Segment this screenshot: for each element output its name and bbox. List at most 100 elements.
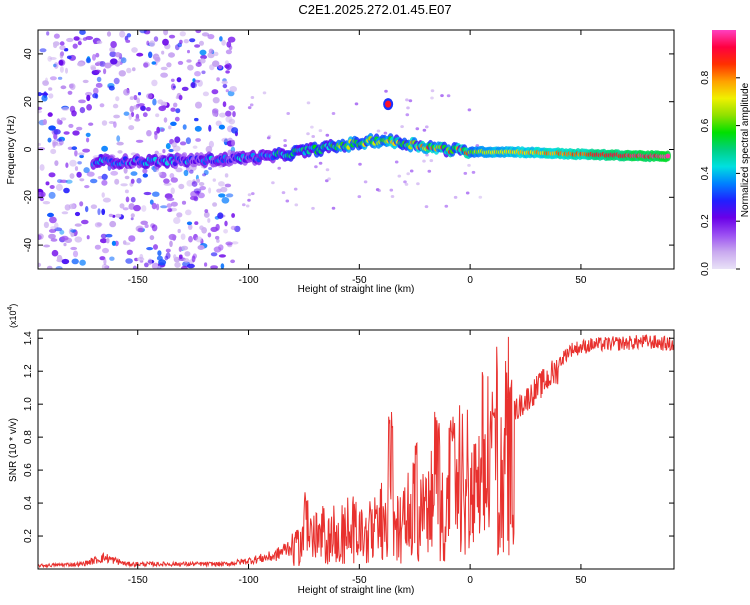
heatmap-noise-cell	[47, 212, 54, 218]
heatmap-noise-cell	[208, 187, 212, 194]
heatmap-noise-cell	[216, 188, 222, 193]
heatmap-noise-cell	[184, 251, 191, 257]
heatmap-noise-cell	[42, 119, 48, 125]
heatmap-noise-cell	[109, 220, 117, 228]
heatmap-noise-cell	[194, 117, 199, 122]
heatmap-noise-cell	[115, 52, 121, 58]
snr-y-tick-label: 0.8	[23, 430, 34, 444]
heatmap-noise-cell	[208, 140, 214, 148]
colorbar-ticks: 0.0 0.2 0.4 0.6 0.8	[700, 70, 740, 276]
heatmap-noise-cell	[181, 200, 187, 205]
heatmap-noise-cell	[39, 196, 45, 202]
heatmap-noise-cell	[38, 142, 41, 147]
heatmap-noise-cell	[63, 242, 67, 247]
heatmap-noise-cell	[231, 241, 239, 245]
heatmap-noise-cell	[406, 172, 411, 176]
heatmap-noise-cell	[122, 207, 129, 211]
heatmap-noise-cell	[74, 236, 83, 243]
heatmap-noise-cell	[130, 152, 137, 156]
heatmap-noise-cell	[199, 40, 204, 46]
heatmap-noise-cell	[408, 99, 413, 103]
heatmap-noise-cell	[186, 180, 194, 187]
heatmap-noise-cell	[48, 191, 56, 199]
heatmap-noise-cell	[94, 222, 102, 228]
heatmap-noise-cell	[86, 104, 92, 111]
heatmap-noise-cell	[90, 178, 98, 184]
heatmap-noise-cell	[183, 169, 189, 177]
heatmap-noise-cell	[74, 150, 78, 157]
heatmap-noise-cell	[101, 208, 106, 215]
heatmap-noise-cell	[115, 96, 120, 102]
heatmap-y-tick-label: 40	[23, 48, 34, 60]
heatmap-noise-cell	[126, 67, 132, 74]
heatmap-noise-cell	[170, 187, 175, 195]
heatmap-noise-cell	[403, 180, 407, 184]
heatmap-noise-cell	[173, 217, 181, 224]
heatmap-noise-cell	[186, 263, 195, 269]
heatmap-noise-cell	[204, 262, 208, 267]
heatmap-noise-cell	[199, 49, 207, 56]
heatmap-noise-cell	[151, 79, 158, 87]
heatmap-noise-cell	[146, 93, 153, 99]
heatmap-noise-cell	[128, 235, 136, 242]
heatmap-noise-cell	[389, 188, 394, 192]
heatmap-noise-cell	[72, 130, 80, 136]
heatmap-noise-cell	[177, 60, 184, 65]
heatmap-noise-cell	[57, 76, 63, 80]
heatmap-noise-cell	[94, 244, 101, 250]
heatmap-noise-cell	[266, 136, 271, 140]
heatmap-noise-cell	[145, 107, 151, 112]
heatmap-noise-cell	[77, 40, 82, 46]
heatmap-noise-cell	[394, 160, 399, 164]
heatmap-noise-cell	[422, 159, 426, 163]
heatmap-noise-cell	[383, 131, 388, 135]
heatmap-noise-cell	[160, 66, 168, 71]
snr-x-tick-label: -100	[239, 575, 259, 586]
heatmap-noise-cell	[134, 118, 141, 122]
heatmap-noise-cell	[306, 101, 311, 105]
heatmap-noise-cell	[56, 118, 61, 125]
heatmap-noise-cell	[74, 166, 79, 171]
heatmap-noise-cell	[72, 43, 78, 49]
heatmap-noise-cell	[119, 203, 125, 209]
heatmap-noise-cell	[168, 233, 177, 241]
heatmap-noise-cell	[60, 235, 69, 241]
heatmap-noise-cell	[189, 169, 194, 174]
heatmap-noise-cell	[157, 250, 162, 256]
heatmap-noise-cell	[247, 198, 251, 202]
heatmap-noise-cell	[221, 137, 230, 143]
heatmap-noise-cell	[126, 249, 133, 255]
heatmap-noise-cell	[129, 96, 134, 100]
heatmap-noise-cell	[212, 60, 220, 67]
heatmap-noise-cell	[149, 235, 155, 241]
heatmap-noise-cell	[71, 110, 77, 117]
heatmap-noise-cell	[202, 91, 209, 97]
heatmap-noise-cell	[191, 181, 198, 187]
heatmap-noise-cell	[160, 101, 168, 107]
heatmap-noise-cell	[174, 261, 181, 268]
heatmap-noise-cell	[55, 266, 63, 269]
heatmap-noise-cell	[137, 227, 144, 233]
heatmap-noise-cell	[48, 172, 56, 178]
heatmap-noise-cell	[48, 125, 56, 131]
heatmap-noise-cell	[405, 113, 410, 117]
heatmap-noise-cell	[212, 112, 218, 117]
heatmap-noise-cell	[120, 183, 128, 187]
heatmap-noise-cell	[129, 105, 134, 113]
heatmap-noise-cell	[70, 232, 75, 237]
heatmap-noise-cell	[130, 213, 135, 218]
heatmap-noise-cell	[179, 141, 187, 146]
heatmap-y-label: Frequency (Hz)	[6, 116, 17, 185]
heatmap-noise-cell	[262, 91, 267, 95]
heatmap-noise-cell	[49, 216, 57, 224]
heatmap-noise-cell	[467, 108, 472, 112]
heatmap-noise-cell	[111, 240, 116, 246]
heatmap-noise-cell	[224, 64, 230, 69]
heatmap-noise-cell	[136, 52, 144, 57]
heatmap-noise-cell	[68, 83, 74, 89]
heatmap-noise-cell	[169, 173, 175, 179]
heatmap-noise-cell	[79, 178, 85, 182]
heatmap-noise-cell	[195, 101, 202, 109]
heatmap-noise-cell	[101, 145, 108, 152]
heatmap-noise-cell	[180, 245, 189, 251]
